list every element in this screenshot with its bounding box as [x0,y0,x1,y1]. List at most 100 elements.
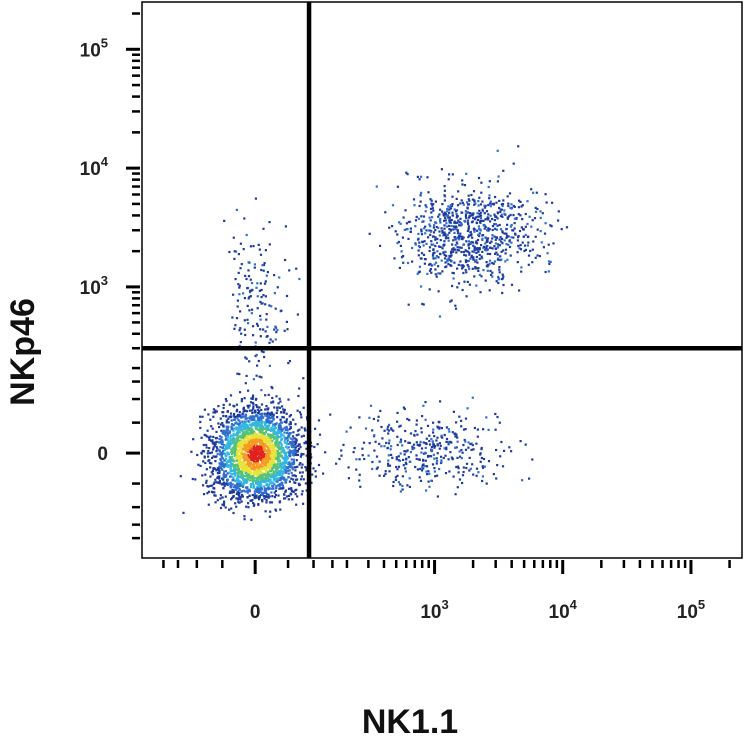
data-point [528,215,531,218]
data-point [417,249,420,252]
data-point [246,435,249,438]
data-point [453,221,456,224]
data-point [402,261,405,264]
data-point [237,418,240,421]
data-point [234,324,237,327]
data-point [282,470,286,473]
data-point [249,289,252,292]
data-point [271,442,274,445]
data-point [460,223,463,226]
data-point [234,278,237,281]
data-point [305,454,308,457]
data-point [244,425,247,428]
data-point [253,490,256,493]
data-point [288,494,291,497]
data-point [310,445,313,448]
data-point [495,448,498,452]
data-point [227,429,230,432]
data-point [250,312,253,315]
data-point [417,271,420,274]
data-point [237,468,240,471]
data-point [425,206,428,209]
data-point [482,224,486,227]
data-point [268,473,271,476]
data-point [403,228,406,231]
data-point [276,436,280,439]
data-point [448,211,451,214]
data-point [216,452,219,456]
data-point [254,448,257,451]
data-point [257,458,260,461]
data-point [227,459,230,462]
data-point [539,216,542,219]
data-point [545,201,548,204]
data-point [202,484,205,487]
data-point [541,212,544,215]
data-point [258,406,261,409]
data-point [208,452,212,455]
data-point [456,204,460,207]
data-point [447,428,450,431]
data-point [229,456,232,459]
data-point [265,492,268,495]
data-point [222,504,225,507]
data-point [278,397,281,400]
data-point [240,400,243,403]
data-point [256,414,259,418]
data-point [393,257,396,260]
data-point [269,445,272,448]
data-point [428,439,431,443]
data-point [218,435,222,438]
data-point [503,212,506,215]
data-point [539,230,542,233]
data-point [449,207,453,210]
data-point [244,417,247,420]
data-point [461,201,464,204]
data-point [268,459,272,462]
data-point [434,244,437,248]
data-point [256,460,259,463]
data-point [264,468,267,471]
data-point [268,440,271,444]
data-point [432,203,435,206]
data-point [295,434,298,437]
data-point [373,449,376,452]
data-point [519,248,523,251]
data-point [279,487,282,490]
data-point [487,428,490,431]
data-point [200,436,203,439]
data-point [247,446,251,449]
data-point [485,246,488,250]
data-point [498,238,501,241]
data-point [477,176,481,180]
data-point [241,420,244,423]
data-point [498,271,501,274]
data-point [482,428,485,431]
data-point [261,453,264,457]
data-point [235,444,238,447]
data-point [270,412,273,416]
data-point [238,435,242,438]
data-point [435,261,438,264]
data-point [388,464,392,467]
data-point [394,478,397,481]
data-point [204,473,207,476]
data-point [256,447,259,450]
data-point [419,194,422,197]
data-point [476,212,479,215]
data-point [214,494,217,497]
data-point [429,230,433,233]
data-point [245,374,248,377]
data-point [288,423,291,426]
data-point [387,454,390,457]
data-point [271,415,274,418]
data-point [424,225,427,228]
data-point [428,249,431,253]
data-point [246,444,249,447]
data-point [246,287,249,290]
data-point [465,295,468,298]
data-point [285,441,288,445]
data-point [283,329,286,332]
data-point [252,334,255,337]
data-point [236,472,239,475]
